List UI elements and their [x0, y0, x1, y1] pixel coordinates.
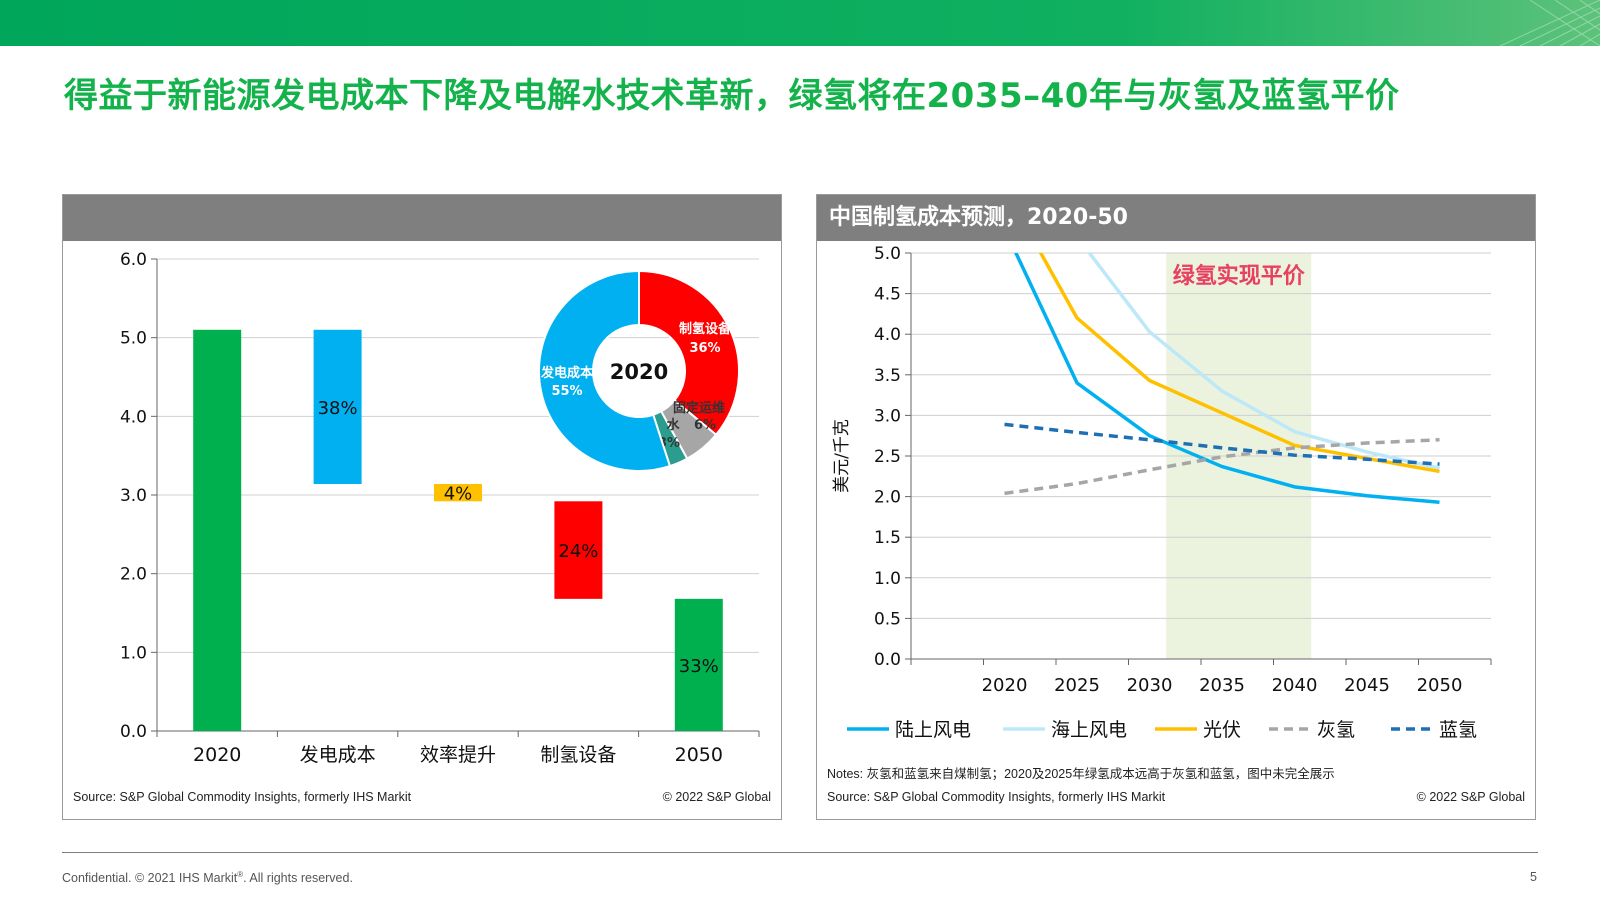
series-line — [1087, 253, 1440, 470]
page-title: 得益于新能源发电成本下降及电解水技术革新，绿氢将在2035–40年与灰氢及蓝氢平… — [64, 76, 1400, 116]
x-tick-label: 2030 — [1127, 675, 1173, 696]
legend-label: 光伏 — [1203, 719, 1241, 741]
footer-confidential: Confidential. © 2021 IHS Markit®. All ri… — [62, 870, 353, 885]
bar-data-label: 38% — [318, 398, 358, 419]
banner-decoration — [1499, 0, 1600, 46]
line-chart: 绿氢实现平价 0.0 0.5 1.0 1.5 2.0 2.5 3.0 3.5 4.0 4.5 5.0… — [827, 244, 1525, 804]
waterfall-bar — [434, 483, 482, 502]
left-panel-header — [63, 195, 781, 241]
series-group — [1004, 253, 1440, 505]
donut-slice — [538, 269, 672, 472]
donut-center-label: 2020 — [610, 360, 668, 384]
left-chart-panel: 0.0 1.0 2.0 3.0 4.0 5.0 6.0 2020 发电成本 效率提升 制氢设备 205… — [62, 194, 782, 820]
y-tick-label: 0.0 — [120, 722, 147, 742]
donut-slice-name: 固定运维 — [673, 400, 725, 416]
series-line — [1004, 422, 1440, 466]
left-source: Source: S&P Global Commodity Insights, f… — [73, 790, 412, 804]
y-tick-label: 2.0 — [120, 565, 147, 585]
y-tick-label: 2.5 — [874, 447, 901, 467]
waterfall-bar — [554, 501, 603, 599]
footer-rights-text: . All rights reserved. — [243, 871, 353, 886]
y-tick-label: 1.0 — [874, 569, 901, 589]
y-tick-label: 4.0 — [120, 407, 147, 427]
y-tick-label: 5.0 — [120, 329, 147, 349]
right-copyright: © 2022 S&P Global — [1417, 790, 1525, 804]
series-line — [1014, 253, 1440, 505]
y-tick-label: 0.0 — [874, 650, 901, 670]
legend-label: 海上风电 — [1051, 719, 1127, 741]
x-tick-label: 2035 — [1199, 675, 1245, 696]
x-tick-label: 2025 — [1054, 675, 1100, 696]
donut-slice-value: 36% — [689, 341, 720, 356]
x-tick-label: 2045 — [1344, 675, 1390, 696]
y-tick-label: 0.5 — [874, 609, 901, 629]
x-tick-label: 2020 — [193, 744, 241, 766]
y-tick-label: 3.0 — [874, 406, 901, 426]
y-tick-label: 1.0 — [120, 643, 147, 663]
y-tick-label: 3.5 — [874, 366, 901, 386]
donut-slice-name: 发电成本 — [540, 365, 593, 381]
donut-slice-value: 6% — [694, 418, 716, 433]
right-panel-header: 中国制氢成本预测，2020-50 — [817, 195, 1535, 241]
right-source: Source: S&P Global Commodity Insights, f… — [827, 790, 1166, 804]
page-number: 5 — [1530, 870, 1537, 884]
legend-label: 蓝氢 — [1439, 719, 1477, 741]
x-tick-label: 发电成本 — [300, 744, 376, 766]
legend-label: 陆上风电 — [895, 719, 971, 741]
y-tick-label: 5.0 — [874, 244, 901, 264]
x-tick-label: 2050 — [1417, 675, 1463, 696]
x-tick-label: 制氢设备 — [540, 744, 616, 766]
right-chart-panel: 中国制氢成本预测，2020-50 绿氢实现平价 0.0 0.5 1.0 1.5 2.0 2… — [816, 194, 1536, 820]
right-notes: Notes: 灰氢和蓝氢来自煤制氢；2020及2025年绿氢成本远高于灰氢和蓝氢… — [827, 766, 1335, 781]
waterfall-bar — [313, 329, 362, 484]
y-tick-label: 3.0 — [120, 486, 147, 506]
y-tick-label: 4.5 — [874, 285, 901, 305]
y-tick-label: 6.0 — [120, 250, 147, 270]
y-tick-label: 4.0 — [874, 325, 901, 345]
footer-reg-mark: ® — [237, 870, 244, 879]
donut-slice — [638, 269, 740, 437]
y-tick-label: 1.5 — [874, 528, 901, 548]
y-tick-label: 2.0 — [874, 488, 901, 508]
x-tick-label: 2040 — [1272, 675, 1318, 696]
donut-slice-name: 水 — [666, 417, 680, 433]
donut-slice-name: 制氢设备 — [679, 321, 732, 337]
bar-data-label: 33% — [679, 656, 719, 677]
left-copyright: © 2022 S&P Global — [663, 790, 771, 804]
footer-confidential-text: Confidential. © 2021 IHS Markit — [62, 871, 238, 886]
x-tick-label: 2020 — [982, 675, 1028, 696]
legend-label: 灰氢 — [1317, 719, 1355, 741]
bar-data-label: 4% — [444, 484, 473, 505]
x-tick-label: 效率提升 — [420, 744, 496, 766]
top-banner — [0, 0, 1600, 46]
waterfall-bar — [674, 598, 723, 731]
donut-slice-value: 55% — [551, 384, 582, 399]
footer-divider — [62, 852, 1538, 853]
y-axis-label: 美元/千克 — [832, 419, 852, 493]
waterfall-bar — [193, 329, 242, 731]
bar-data-label: 24% — [558, 541, 598, 562]
x-tick-label: 2050 — [675, 744, 723, 766]
series-line — [1004, 438, 1440, 496]
parity-highlight-label: 绿氢实现平价 — [1173, 263, 1306, 289]
